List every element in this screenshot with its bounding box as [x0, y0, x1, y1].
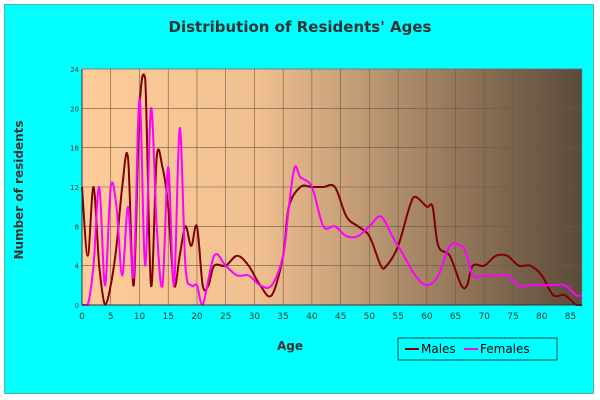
age-distribution-chart: Distribution of Residents' Ages 0 4 8 12 16 2…	[12, 18, 583, 361]
legend-males-label: Males	[421, 342, 456, 356]
y-tick-label: 8	[75, 223, 79, 231]
x-tick-label: 85	[565, 312, 576, 322]
legend: Males Females	[397, 337, 558, 361]
x-tick-label: 5	[108, 312, 114, 322]
x-tick-label: 15	[162, 312, 173, 322]
y-tick-label: 16	[70, 145, 79, 153]
chart-panel: Distribution of Residents' Ages 0 4 8 12 16 2…	[4, 4, 594, 394]
x-axis-title: Age	[277, 339, 303, 353]
x-tick-label: 50	[364, 312, 376, 322]
x-tick-label: 60	[421, 312, 433, 322]
x-tick-label: 40	[306, 312, 318, 322]
chart-title: Distribution of Residents' Ages	[169, 18, 432, 36]
x-tick-label: 80	[536, 312, 548, 322]
axes: 0 4 8 12 16 20 24 0 5 10 15 20 25 30 35 40 45 50 55 60 65 70 7…	[70, 66, 582, 322]
x-tick-label: 70	[479, 312, 491, 322]
y-tick-label: 12	[70, 184, 79, 192]
x-tick-label: 65	[450, 312, 461, 322]
y-axis-title: Number of residents	[12, 120, 26, 259]
y-tick-label: 4	[75, 263, 80, 271]
x-tick-label: 10	[134, 312, 146, 322]
series-line-females	[81, 97, 583, 307]
x-tick-label: 0	[79, 312, 85, 322]
x-tick-label: 35	[277, 312, 288, 322]
x-tick-label: 25	[220, 312, 231, 322]
y-tick-label: 24	[70, 66, 79, 74]
x-tick-label: 55	[392, 312, 403, 322]
y-tick-label: 20	[70, 105, 79, 113]
x-tick-label: 30	[249, 312, 261, 322]
x-tick-label: 45	[335, 312, 346, 322]
y-tick-label: 0	[75, 302, 79, 310]
legend-females-label: Females	[480, 342, 530, 356]
x-tick-label: 20	[191, 312, 203, 322]
x-tick-label: 75	[507, 312, 518, 322]
series-lines	[81, 73, 583, 307]
